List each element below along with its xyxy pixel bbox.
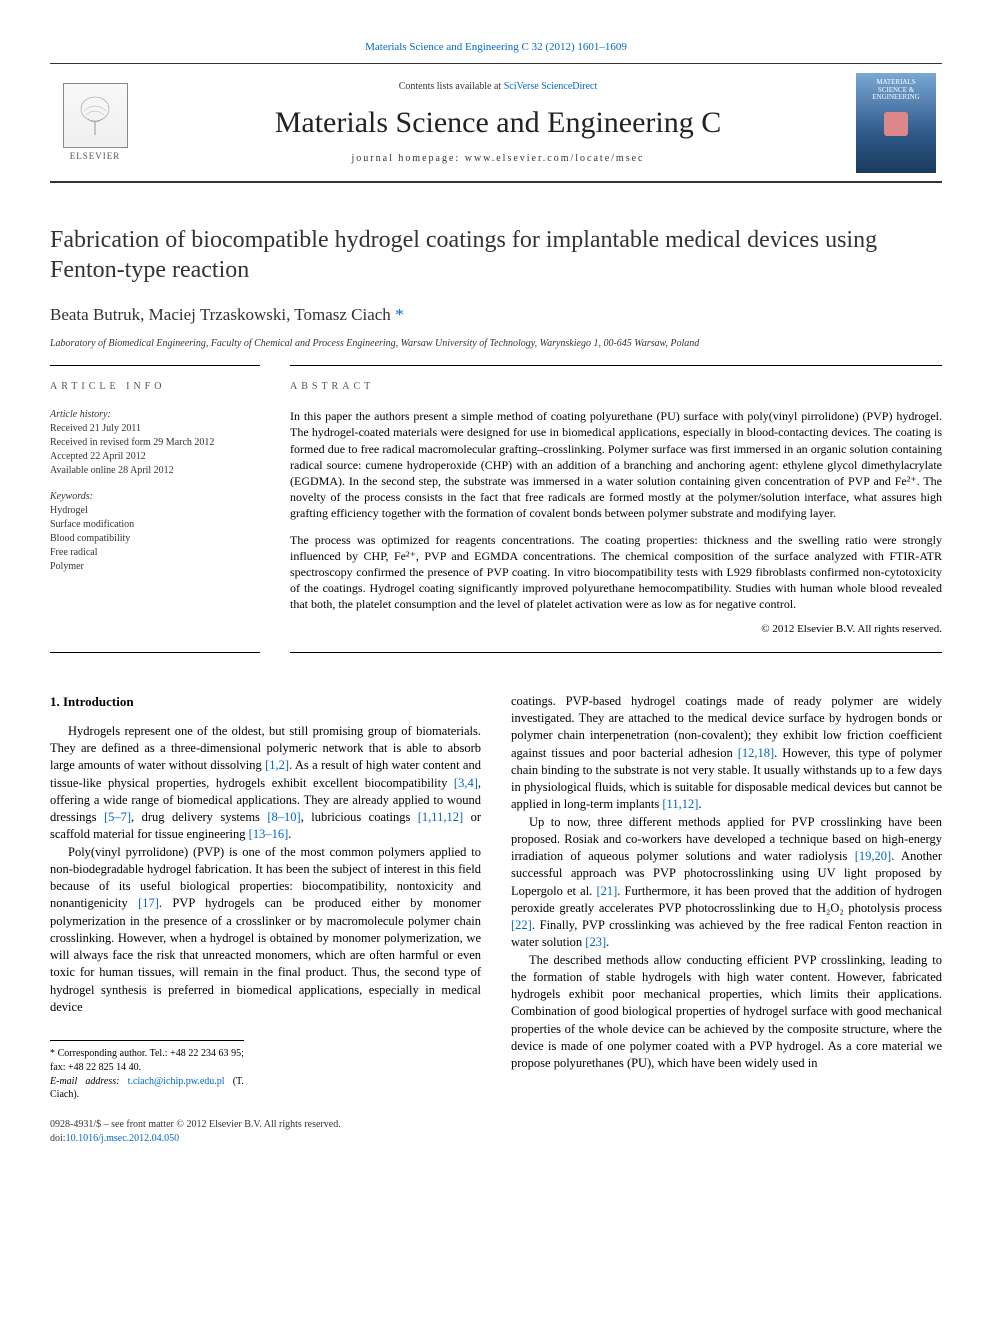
doi-link[interactable]: 10.1016/j.msec.2012.04.050 [66, 1133, 180, 1144]
ref-link[interactable]: [12,18] [738, 746, 774, 760]
history-revised: Received in revised form 29 March 2012 [50, 436, 260, 450]
article-title: Fabrication of biocompatible hydrogel co… [50, 225, 942, 285]
ref-link[interactable]: [19,20] [855, 849, 891, 863]
journal-homepage-url: www.elsevier.com/locate/msec [465, 153, 645, 164]
corresponding-contact: Corresponding author. Tel.: +48 22 234 6… [50, 1048, 244, 1073]
elsevier-tree-icon [63, 83, 128, 148]
journal-cover-thumbnail: MATERIALSSCIENCE &ENGINEERING [856, 73, 936, 173]
email-label: E-mail address: [50, 1076, 128, 1087]
journal-title: Materials Science and Engineering C [150, 102, 846, 144]
keyword-item: Polymer [50, 560, 260, 574]
abstract-heading: ABSTRACT [290, 380, 942, 394]
ref-link[interactable]: [13–16] [249, 827, 289, 841]
intro-para-4: The described methods allow conducting e… [511, 952, 942, 1073]
contents-available-line: Contents lists available at SciVerse Sci… [150, 80, 846, 94]
article-info-column: ARTICLE INFO Article history: Received 2… [50, 365, 260, 653]
keyword-item: Surface modification [50, 518, 260, 532]
ref-link[interactable]: [3,4] [454, 776, 478, 790]
ref-link[interactable]: [23] [585, 935, 606, 949]
intro-para-3: Up to now, three different methods appli… [511, 814, 942, 952]
ref-link[interactable]: [5–7] [104, 810, 131, 824]
journal-homepage-line: journal homepage: www.elsevier.com/locat… [150, 152, 846, 166]
keyword-item: Free radical [50, 546, 260, 560]
cover-c-icon [884, 112, 908, 136]
publisher-logo-block: ELSEVIER [50, 83, 140, 163]
history-received: Received 21 July 2011 [50, 422, 260, 436]
doi-label: doi: [50, 1133, 66, 1144]
issn-copyright-line: 0928-4931/$ – see front matter © 2012 El… [50, 1118, 481, 1132]
keyword-item: Hydrogel [50, 504, 260, 518]
body-two-column: 1. Introduction Hydrogels represent one … [50, 693, 942, 1146]
ref-link[interactable]: [1,2] [265, 758, 289, 772]
citation-link[interactable]: Materials Science and Engineering C 32 (… [365, 41, 627, 53]
abstract-para-2: The process was optimized for reagents c… [290, 532, 942, 613]
ref-link[interactable]: [17] [138, 896, 159, 910]
keyword-item: Blood compatibility [50, 532, 260, 546]
ref-link[interactable]: [11,12] [662, 797, 698, 811]
ref-link[interactable]: [21] [596, 884, 617, 898]
ref-link[interactable]: [22] [511, 918, 532, 932]
right-column: coatings. PVP-based hydrogel coatings ma… [511, 693, 942, 1146]
intro-para-2: Poly(vinyl pyrrolidone) (PVP) is one of … [50, 844, 481, 1017]
history-accepted: Accepted 22 April 2012 [50, 450, 260, 464]
sciencedirect-link[interactable]: SciVerse ScienceDirect [504, 81, 598, 92]
intro-para-2-cont: coatings. PVP-based hydrogel coatings ma… [511, 693, 942, 814]
intro-para-1: Hydrogels represent one of the oldest, b… [50, 723, 481, 844]
article-history-label: Article history: [50, 408, 260, 422]
article-info-heading: ARTICLE INFO [50, 380, 260, 394]
affiliation: Laboratory of Biomedical Engineering, Fa… [50, 337, 942, 351]
ref-link[interactable]: [8–10] [267, 810, 300, 824]
corresponding-author-marker[interactable]: * [395, 305, 404, 324]
abstract-copyright: © 2012 Elsevier B.V. All rights reserved… [290, 622, 942, 637]
corresponding-email-link[interactable]: t.ciach@ichip.pw.edu.pl [128, 1076, 225, 1087]
section-heading-introduction: 1. Introduction [50, 693, 481, 711]
keywords-label: Keywords: [50, 490, 260, 504]
ref-link[interactable]: [1,11,12] [418, 810, 463, 824]
left-column: 1. Introduction Hydrogels represent one … [50, 693, 481, 1146]
history-online: Available online 28 April 2012 [50, 464, 260, 478]
footnote-star-icon: * [50, 1048, 55, 1059]
abstract-para-1: In this paper the authors present a simp… [290, 408, 942, 521]
publisher-name: ELSEVIER [70, 150, 121, 163]
running-head-citation: Materials Science and Engineering C 32 (… [50, 40, 942, 55]
journal-banner: ELSEVIER Contents lists available at Sci… [50, 63, 942, 183]
page-footer: 0928-4931/$ – see front matter © 2012 El… [50, 1118, 481, 1146]
corresponding-author-footnote: * Corresponding author. Tel.: +48 22 234… [50, 1040, 244, 1102]
authors-line: Beata Butruk, Maciej Trzaskowski, Tomasz… [50, 303, 942, 327]
abstract-column: ABSTRACT In this paper the authors prese… [290, 365, 942, 653]
